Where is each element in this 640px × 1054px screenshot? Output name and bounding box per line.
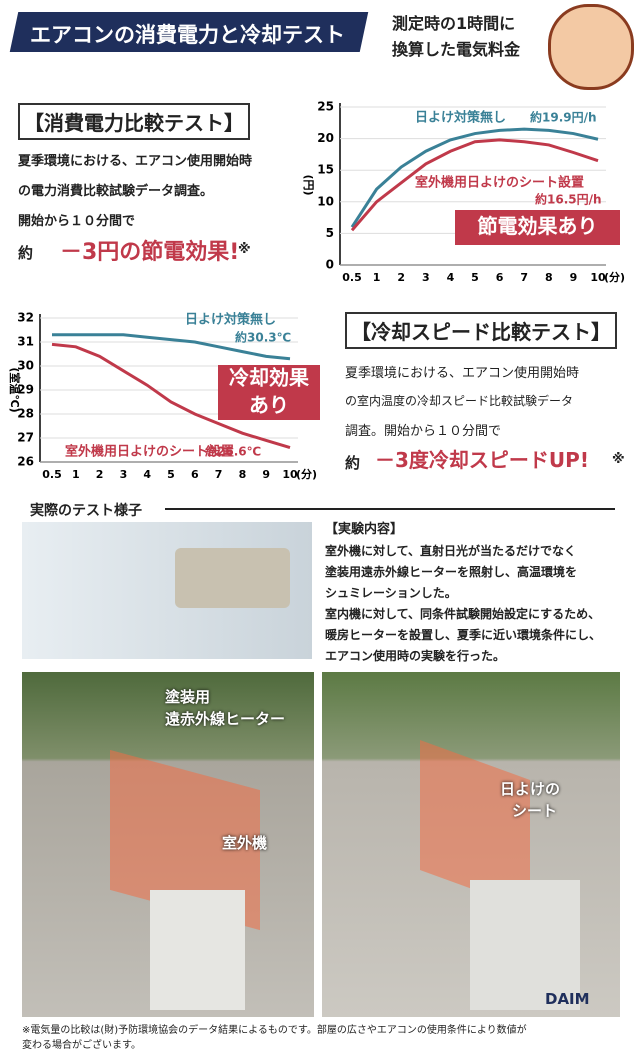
content-line: 塗装用遠赤外線ヒーターを照射し、高温環境を: [325, 565, 578, 579]
y-tick-label: 20: [317, 131, 334, 145]
x-tick-label: 8: [545, 271, 553, 284]
mark: ※: [612, 452, 625, 467]
header-title: エアコンの消費電力と冷却テスト: [30, 23, 345, 47]
logo: DAIM: [545, 990, 590, 1008]
y-axis-label: (円): [302, 174, 315, 195]
content-line: エアコン使用時の実験を行った。: [325, 649, 506, 663]
y-tick-label: 29: [17, 383, 34, 397]
badge-text: 節電効果あり: [478, 214, 598, 238]
highlight: －3円の節電効果!: [60, 240, 240, 265]
x-tick-label: 5: [471, 271, 479, 284]
section-title: 【冷却スピード比較テスト】: [345, 312, 617, 349]
y-axis-label: (室温℃): [8, 367, 22, 412]
x-tick-label: 9: [570, 271, 578, 284]
series-name: 室外機用日よけのシート設置: [65, 444, 234, 460]
content-line: 室外機に対して、直射日光が当たるだけでなく: [325, 544, 577, 558]
photo-label: 日よけの: [500, 780, 561, 798]
x-tick-label: 8: [239, 468, 247, 481]
x-tick-label: 3: [422, 271, 430, 284]
y-tick-label: 0: [326, 258, 334, 272]
annotation: 約16.5円/h: [535, 192, 602, 207]
x-tick-label: 1: [373, 271, 381, 284]
line: [350, 127, 599, 228]
scene-title: 実際のテスト様子: [30, 503, 142, 519]
x-tick-label: 2: [96, 468, 104, 481]
y-tick-label: 26: [17, 455, 34, 469]
series-name: 室外機用日よけのシート設置: [415, 175, 584, 191]
y-tick-label: 5: [326, 226, 334, 240]
x-tick-label: 0.5: [342, 271, 362, 284]
x-tick-label: 5: [167, 468, 175, 481]
series-name: 日よけ対策無し: [415, 110, 506, 126]
annotation: 約19.9円/h: [530, 110, 597, 125]
y-tick-label: 25: [317, 100, 334, 114]
mark: ※: [238, 242, 251, 257]
annotation: 約30.3℃: [235, 330, 291, 345]
content-title: 【実験内容】: [325, 522, 404, 537]
x-unit: (分): [604, 270, 625, 284]
x-tick-label: 9: [262, 468, 270, 481]
text-line: 開始から１０分間で: [18, 214, 136, 229]
badge-text: 冷却効果: [229, 365, 309, 389]
prefix: 約: [345, 454, 361, 472]
x-tick-label: 7: [215, 468, 223, 481]
annotation: 約26.6℃: [205, 444, 261, 459]
y-tick-label: 32: [17, 311, 34, 325]
prefix: 約: [18, 244, 34, 262]
content-line: 暖房ヒーターを設置し、夏季に近い環境条件にし、: [325, 628, 602, 642]
x-tick-label: 4: [143, 468, 151, 481]
x-tick-label: 10: [282, 468, 298, 481]
header-note: 換算した電気料金: [392, 40, 521, 59]
photo-label: 室外機: [222, 834, 268, 852]
x-tick-label: 0.5: [42, 468, 62, 481]
x-tick-label: 6: [191, 468, 199, 481]
header-note: 測定時の1時間に: [392, 14, 516, 33]
text-line: の室内温度の冷却スピード比較試験データ: [345, 394, 574, 408]
text-line: 調査。開始から１０分間で: [345, 424, 502, 439]
badge: [455, 210, 620, 245]
outdoor-unit: [150, 890, 245, 1010]
y-tick-label: 31: [17, 335, 34, 349]
x-tick-label: 4: [447, 271, 455, 284]
chart: 26 27 28 29 30 31 32 0.5 1 2 3 4 5 6 7 8 9 10(分) (室温℃) 日よけ対…: [8, 311, 320, 481]
photo-unit: [175, 548, 290, 608]
highlight: －3度冷却スピードUP!: [375, 448, 589, 472]
section-title: 【消費電力比較テスト】: [18, 103, 250, 140]
y-tick-label: 10: [317, 194, 334, 208]
content-line: 室内機に対して、同条件試験開始設定にするため、: [325, 607, 601, 621]
x-tick-label: 7: [520, 271, 528, 284]
x-tick-label: 1: [72, 468, 80, 481]
x-unit: (分): [296, 467, 317, 481]
badge: [218, 365, 320, 420]
text-line: 夏季環境における、エアコン使用開始時: [345, 366, 580, 381]
y-tick-label: 30: [17, 359, 34, 373]
footnote: ※電気量の比較は(財)予防環境協会のデータ結果によるものです。部屋の広さやエアコ…: [22, 1025, 527, 1036]
x-tick-label: 3: [120, 468, 128, 481]
outdoor-unit: [470, 880, 580, 1010]
x-tick-label: 2: [397, 271, 405, 284]
y-tick-label: 15: [317, 163, 334, 177]
y-tick-label: 27: [17, 431, 34, 445]
text-line: 夏季環境における、エアコン使用開始時: [18, 154, 253, 169]
line: [51, 342, 291, 450]
x-tick-label: 6: [496, 271, 504, 284]
photo-label: シート: [512, 802, 558, 820]
text-line: の電力消費比較試験データ調査。: [18, 184, 214, 199]
photo-label: 塗装用: [165, 688, 211, 706]
x-tick-label: 10: [590, 271, 606, 284]
badge-text: あり: [249, 393, 289, 417]
line: [350, 138, 599, 232]
line: [52, 333, 291, 361]
series-name: 日よけ対策無し: [185, 312, 276, 328]
content-line: シュミレーションした。: [325, 586, 457, 600]
mascot: [548, 4, 634, 90]
y-tick-label: 28: [17, 407, 34, 421]
photo-label: 遠赤外線ヒーター: [165, 710, 286, 728]
footnote: 変わる場合がございます。: [22, 1040, 141, 1051]
divider: [165, 508, 615, 510]
